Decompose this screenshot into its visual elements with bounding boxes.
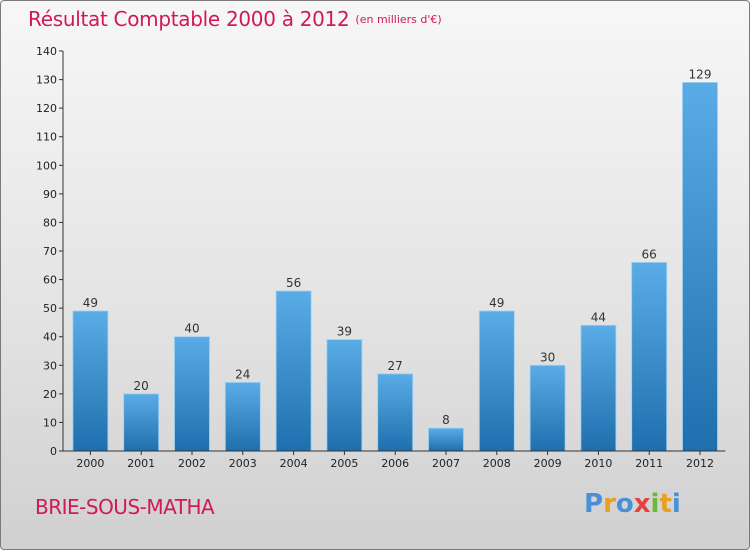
bar-2005 <box>326 339 363 452</box>
bar-value-label-2001: 20 <box>134 379 149 393</box>
bar-2009 <box>529 364 566 452</box>
chart-title-unit: (en milliers d'€) <box>355 13 442 26</box>
y-tick-label: 80 <box>43 216 57 229</box>
bar-2012 <box>682 82 718 452</box>
x-tick-label-2009: 2009 <box>534 457 562 470</box>
bar-2002 <box>174 336 210 452</box>
bar-2008 <box>478 310 515 452</box>
x-tick-label-2011: 2011 <box>635 457 663 470</box>
x-tick-label-2001: 2001 <box>127 457 155 470</box>
bar-value-label-2007: 8 <box>442 413 450 427</box>
x-tick-label-2003: 2003 <box>229 457 257 470</box>
y-tick-label: 40 <box>43 331 57 344</box>
bar-value-label-2008: 49 <box>489 296 504 310</box>
x-tick-label-2006: 2006 <box>381 457 409 470</box>
bar-value-label-2012: 129 <box>689 67 712 81</box>
logo-letter: o <box>615 489 634 519</box>
bar-value-label-2011: 66 <box>642 247 657 261</box>
bar-value-label-2003: 24 <box>235 367 250 381</box>
y-tick-label: 50 <box>43 302 57 315</box>
y-tick-label: 100 <box>36 159 57 172</box>
proxiti-logo[interactable]: Proxiti <box>584 489 681 519</box>
axes-layer: 0 10 20 30 40 50 60 70 80 90 100 110 120 130 140 2000 20… <box>36 45 726 470</box>
bar-2010 <box>580 324 617 452</box>
y-tick-label: 70 <box>43 245 57 258</box>
y-tick-label: 20 <box>43 388 57 401</box>
bar-2001 <box>123 393 160 452</box>
y-tick-label: 140 <box>36 45 57 58</box>
y-tick-label: 60 <box>43 274 57 287</box>
logo-letter: t <box>659 489 672 519</box>
x-tick-label-2000: 2000 <box>76 457 104 470</box>
y-tick-label: 30 <box>43 359 57 372</box>
bars-layer <box>72 82 718 452</box>
chart-title-main: Résultat Comptable 2000 à 2012 <box>28 7 350 31</box>
y-tick-label: 110 <box>36 131 57 144</box>
bar-value-label-2005: 39 <box>337 325 352 339</box>
labels-layer: 49 20 40 24 56 39 27 8 49 30 44 66 129 <box>83 67 712 427</box>
chart-title: Résultat Comptable 2000 à 2012 (en millie… <box>28 7 442 31</box>
x-tick-label-2010: 2010 <box>584 457 612 470</box>
bar-2007 <box>428 427 464 452</box>
logo-letter: i <box>650 489 660 519</box>
bar-2006 <box>377 373 414 452</box>
bar-value-label-2000: 49 <box>83 296 98 310</box>
bar-2011 <box>631 262 668 452</box>
bar-value-label-2009: 30 <box>540 350 555 364</box>
bar-value-label-2004: 56 <box>286 276 301 290</box>
logo-letter: r <box>603 489 616 519</box>
logo-letter: i <box>671 489 681 519</box>
bar-value-label-2006: 27 <box>388 359 403 373</box>
bar-2003 <box>224 382 261 452</box>
logo-letter: x <box>633 489 651 519</box>
y-tick-label: 10 <box>43 416 57 429</box>
y-tick-label: 90 <box>43 188 57 201</box>
x-tick-label-2005: 2005 <box>330 457 358 470</box>
x-tick-label-2007: 2007 <box>432 457 460 470</box>
bar-2000 <box>72 310 109 452</box>
bar-value-label-2010: 44 <box>591 310 606 324</box>
logo-letter: P <box>584 489 604 519</box>
bar-2004 <box>275 290 312 452</box>
x-tick-label-2002: 2002 <box>178 457 206 470</box>
y-tick-label: 0 <box>50 445 57 458</box>
bar-value-label-2002: 40 <box>184 322 199 336</box>
y-tick-label: 130 <box>36 74 57 87</box>
y-tick-label: 120 <box>36 102 57 115</box>
x-tick-label-2008: 2008 <box>483 457 511 470</box>
x-tick-label-2004: 2004 <box>280 457 308 470</box>
commune-name: BRIE-SOUS-MATHA <box>35 495 215 519</box>
x-tick-label-2012: 2012 <box>686 457 714 470</box>
